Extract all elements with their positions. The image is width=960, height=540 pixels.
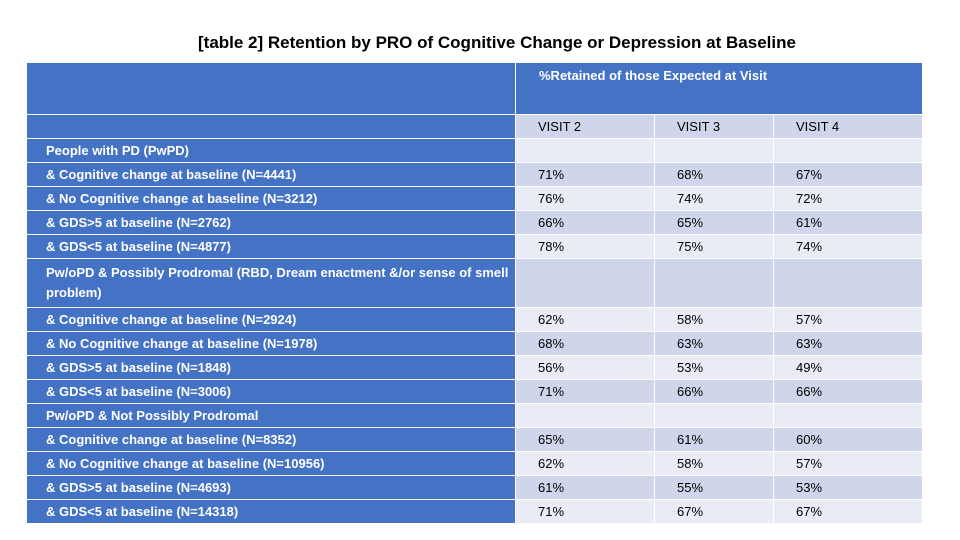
column-header: VISIT 4 — [772, 114, 924, 139]
row-label: & GDS<5 at baseline (N=14318) — [26, 499, 516, 524]
row-value — [654, 258, 774, 308]
table-row: & GDS>5 at baseline (N=1848) 56% 53% 49% — [26, 355, 924, 380]
row-value: 58% — [654, 451, 774, 476]
column-header: VISIT 3 — [654, 114, 774, 139]
page-title: [table 2] Retention by PRO of Cognitive … — [198, 33, 796, 52]
row-label: & No Cognitive change at baseline (N=197… — [26, 331, 516, 356]
table-row: Pw/oPD & Not Possibly Prodromal — [26, 403, 924, 428]
row-value: 66% — [515, 210, 655, 235]
row-value: 68% — [654, 162, 774, 187]
row-value: 72% — [772, 186, 924, 211]
row-value: 62% — [515, 451, 655, 476]
table-row: Pw/oPD & Possibly Prodromal (RBD, Dream … — [26, 258, 924, 308]
row-value: 65% — [515, 427, 655, 452]
row-label: & GDS>5 at baseline (N=4693) — [26, 475, 516, 500]
row-value: 71% — [515, 379, 655, 404]
row-value: 71% — [515, 499, 655, 524]
row-value: 61% — [654, 427, 774, 452]
row-value: 75% — [654, 234, 774, 259]
table-row: People with PD (PwPD) — [26, 138, 924, 163]
row-label: & Cognitive change at baseline (N=8352) — [26, 427, 516, 452]
row-value: 53% — [654, 355, 774, 380]
row-label: & GDS>5 at baseline (N=1848) — [26, 355, 516, 380]
row-value: 71% — [515, 162, 655, 187]
row-value: 67% — [654, 499, 774, 524]
group-header: %Retained of those Expected at Visit — [514, 62, 924, 115]
row-label: & No Cognitive change at baseline (N=109… — [26, 451, 516, 476]
row-value — [515, 258, 655, 308]
row-label: & GDS<5 at baseline (N=3006) — [26, 379, 516, 404]
row-value: 62% — [515, 307, 655, 332]
row-label: & Cognitive change at baseline (N=2924) — [26, 307, 516, 332]
table-column-header-row: VISIT 2 VISIT 3 VISIT 4 — [26, 114, 924, 139]
row-value: 61% — [772, 210, 924, 235]
row-value — [772, 403, 924, 428]
table-group-header-row: %Retained of those Expected at Visit — [26, 62, 924, 115]
table-row: & GDS>5 at baseline (N=4693) 61% 55% 53% — [26, 475, 924, 500]
row-value: 61% — [515, 475, 655, 500]
table-row: & GDS<5 at baseline (N=14318) 71% 67% 67% — [26, 499, 924, 524]
row-value: 56% — [515, 355, 655, 380]
row-value: 74% — [772, 234, 924, 259]
row-label: & GDS<5 at baseline (N=4877) — [26, 234, 516, 259]
table-row: & Cognitive change at baseline (N=8352) 6… — [26, 427, 924, 452]
row-label: Pw/oPD & Not Possibly Prodromal — [26, 403, 516, 428]
row-value: 57% — [772, 307, 924, 332]
row-value: 76% — [515, 186, 655, 211]
row-value: 63% — [654, 331, 774, 356]
row-value: 60% — [772, 427, 924, 452]
table-row: & No Cognitive change at baseline (N=109… — [26, 451, 924, 476]
retention-table: %Retained of those Expected at Visit VIS… — [26, 62, 924, 524]
row-label: & No Cognitive change at baseline (N=321… — [26, 186, 516, 211]
table-row: & Cognitive change at baseline (N=2924) 6… — [26, 307, 924, 332]
table-row: & GDS<5 at baseline (N=4877) 78% 75% 74% — [26, 234, 924, 259]
table-row: & Cognitive change at baseline (N=4441) 7… — [26, 162, 924, 187]
row-value — [654, 403, 774, 428]
table-row: & No Cognitive change at baseline (N=321… — [26, 186, 924, 211]
table-row: & No Cognitive change at baseline (N=197… — [26, 331, 924, 356]
row-label: Pw/oPD & Possibly Prodromal (RBD, Dream … — [26, 258, 516, 308]
row-label: & Cognitive change at baseline (N=4441) — [26, 162, 516, 187]
row-value: 49% — [772, 355, 924, 380]
row-value: 63% — [772, 331, 924, 356]
column-header: VISIT 2 — [515, 114, 655, 139]
row-value: 67% — [772, 162, 924, 187]
row-value — [515, 138, 655, 163]
table-row: & GDS>5 at baseline (N=2762) 66% 65% 61% — [26, 210, 924, 235]
row-value: 58% — [654, 307, 774, 332]
header-label-cell — [26, 114, 516, 139]
row-value: 74% — [654, 186, 774, 211]
row-label: & GDS>5 at baseline (N=2762) — [26, 210, 516, 235]
row-value: 67% — [772, 499, 924, 524]
row-label: People with PD (PwPD) — [26, 138, 516, 163]
row-value — [515, 403, 655, 428]
row-value: 78% — [515, 234, 655, 259]
row-value: 53% — [772, 475, 924, 500]
row-value — [772, 138, 924, 163]
row-value — [772, 258, 924, 308]
row-value: 57% — [772, 451, 924, 476]
row-value: 55% — [654, 475, 774, 500]
table-row: & GDS<5 at baseline (N=3006) 71% 66% 66% — [26, 379, 924, 404]
row-value: 66% — [654, 379, 774, 404]
row-value: 65% — [654, 210, 774, 235]
row-value: 68% — [515, 331, 655, 356]
row-value: 66% — [772, 379, 924, 404]
row-value — [654, 138, 774, 163]
header-empty-cell — [26, 62, 516, 115]
